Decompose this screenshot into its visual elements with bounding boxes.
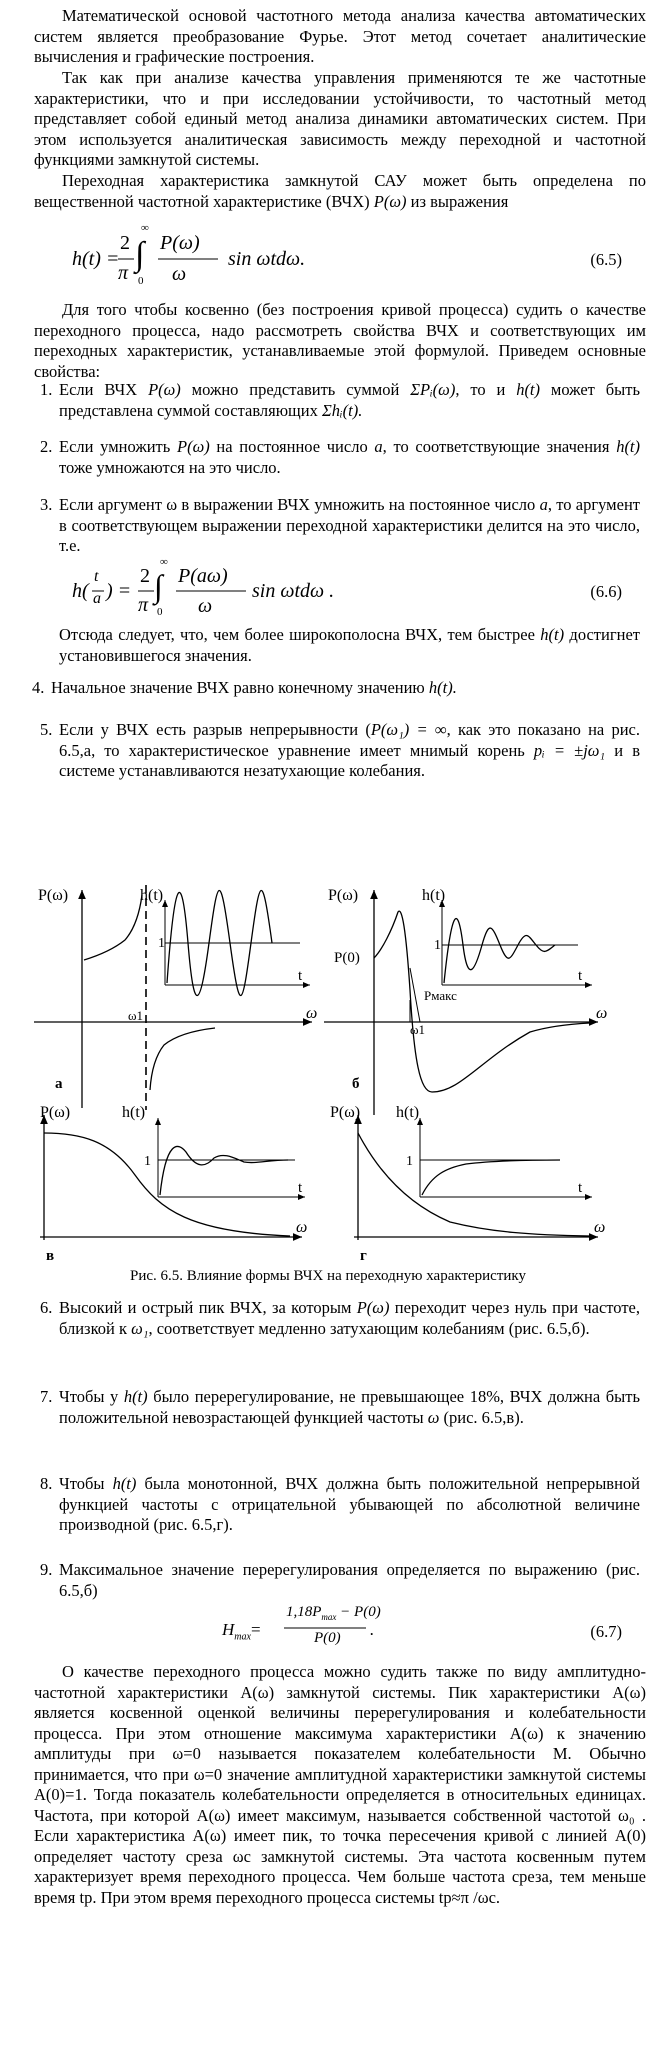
eq65-coef-den: π [118,262,129,284]
figure-caption: Рис. 6.5. Влияние формы ВЧХ на переходну… [129,1268,526,1284]
list-item-6: 6. Высокий и острый пик ВЧХ, за которым … [40,1298,640,1338]
panel-a-w1-label: ω1 [128,1008,143,1023]
eq66-t: t [94,568,99,585]
list-item-7: 7. Чтобы у h(t) было перерегулирование, … [40,1387,640,1427]
panel-a-tag: а [55,1076,63,1092]
panel-d-t-label: t [578,1180,583,1196]
eq66-int-bot: 0 [157,606,163,618]
panel-c: P(ω) h(t) 1 t ω в [40,1104,307,1264]
eq67-dot: . [370,1620,375,1639]
eq66-integral-sign: ∫ [154,568,163,604]
eq67-numerator: 1,18Pmax − P(0) [286,1604,381,1622]
eq66-number: (6.6) [590,582,622,601]
paragraph-intro-1: Математической основой частотного метода… [34,6,646,66]
eq66-frac-num: P(aω) [178,565,228,587]
list-item-2: 2. Если умножить P(ω) на постоянное числ… [40,437,641,477]
list-item-3: 3. Если аргумент ω в выражении ВЧХ умнож… [40,495,640,555]
paragraph-intro-3: Переходная характеристика замкнутой САУ … [34,171,646,211]
list-item-9: 9. Максимальное значение перерегулирован… [40,1560,640,1600]
eq66-a: a [93,590,101,607]
panel-a-one-label: 1 [158,936,165,951]
list-item-8: 8. Чтобы h(t) была монотонной, ВЧХ должн… [40,1474,641,1534]
paragraph-intro-2: Так как при анализе качества управления … [34,68,646,169]
panel-c-tag: в [46,1248,54,1264]
eq67-lhs: Hmax= [222,1620,261,1643]
panel-b-h-label: h(t) [422,887,445,904]
panel-b-pmax-label: Pмакс [424,988,457,1003]
panel-b-tag: б [352,1076,360,1092]
panel-c-p-label: P(ω) [40,1104,70,1121]
panel-b-w-label: ω [596,1005,607,1022]
eq65-frac-den: ω [172,263,187,285]
eq65-frac-num: P(ω) [160,232,200,254]
list-item-3-conclusion: Отсюда следует, что, чем более широкопол… [59,625,640,665]
eq65-lhs: h(t) = [72,248,120,270]
panel-d-p-label: P(ω) [330,1104,360,1121]
list-item-4: 4. Начальное значение ВЧХ равно конечном… [32,678,457,697]
eq66-tail: sin ωtdω . [252,580,335,602]
panel-d-h-label: h(t) [396,1104,419,1121]
panel-a-w-label: ω [306,1005,317,1022]
paragraph-final: О качестве переходного процесса можно су… [34,1662,646,1907]
panel-c-t-label: t [298,1180,303,1196]
eq65-int-top: ∞ [141,222,149,234]
eq65-tail: sin ωtdω. [228,248,306,270]
panel-a-h-label: h(t) [140,887,163,904]
panel-c-w-label: ω [296,1219,307,1236]
panel-b: P(ω) h(t) P(0) 1 t ω ω1 Pмакс б [324,887,607,1115]
panel-b-t-label: t [578,968,583,984]
panel-c-one-label: 1 [144,1154,151,1169]
panel-d-tag: г [360,1248,367,1264]
list-item-1: 1. Если ВЧХ P(ω) можно представить суммо… [40,380,640,420]
panel-d-one-label: 1 [406,1154,413,1169]
panel-d-w-label: ω [594,1219,605,1236]
eq66-lhs: h( [72,580,89,602]
eq65-number: (6.5) [590,250,622,269]
eq66-int-top: ∞ [160,556,168,568]
panel-b-p-label: P(ω) [328,887,358,904]
eq65-coef-num: 2 [120,232,130,254]
panel-a-p-label: P(ω) [38,887,68,904]
eq66-rp: ) = [106,580,132,602]
panel-b-p0-label: P(0) [334,950,360,966]
panel-c-h-label: h(t) [122,1104,145,1121]
eq66-coef-den: π [138,594,149,616]
eq67-number: (6.7) [590,1622,622,1641]
paragraph-properties-intro: Для того чтобы косвенно (без построения … [34,300,646,381]
panel-a: P(ω) h(t) 1 t ω ω1 а [34,885,317,1110]
eq66-coef-num: 2 [140,565,150,587]
list-item-5: 5. Если у ВЧХ есть разрыв непрерывности … [40,720,641,780]
panel-b-w1-label: ω1 [410,1022,425,1037]
eq65-int-bot: 0 [138,275,144,287]
panel-b-one-label: 1 [434,938,441,953]
panel-d: P(ω) h(t) 1 t ω г [330,1104,605,1264]
eq65-integral-sign: ∫ [135,236,145,273]
eq66-frac-den: ω [198,595,213,617]
panel-a-t-label: t [298,968,303,984]
eq67-denominator: P(0) [314,1630,341,1646]
